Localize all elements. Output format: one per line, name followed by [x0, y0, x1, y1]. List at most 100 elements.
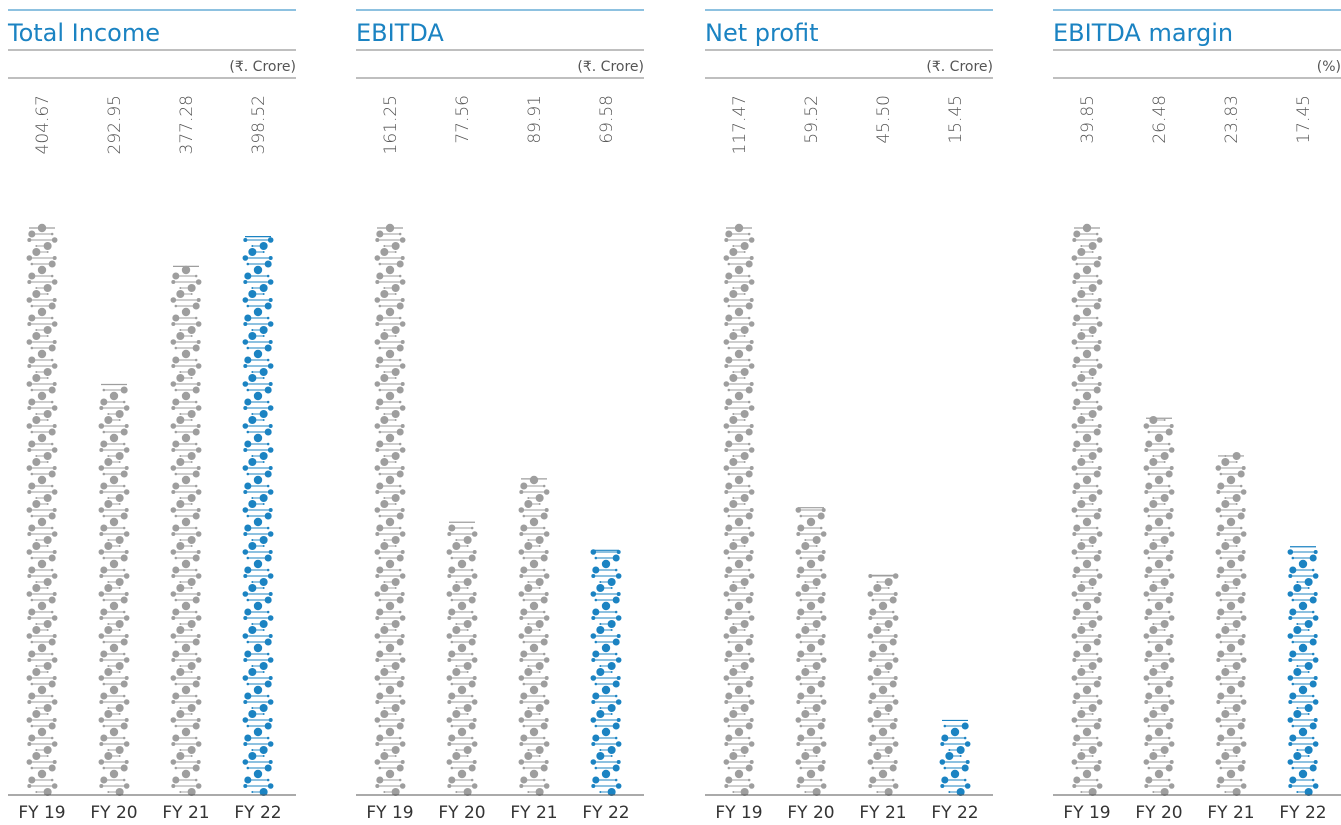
helix-dot — [260, 326, 268, 334]
helix-dot — [1148, 599, 1151, 602]
helix-dot — [1076, 557, 1079, 560]
helix-dot — [796, 717, 802, 723]
helix-dot — [244, 482, 251, 489]
helix-dot — [99, 549, 105, 555]
helix-dot — [1144, 423, 1150, 429]
helix-dot — [269, 424, 273, 428]
helix-dot — [379, 431, 382, 434]
helix-dot — [175, 389, 178, 392]
helix-dot — [265, 680, 272, 687]
helix-dot — [1094, 386, 1101, 393]
helix-dot — [188, 662, 196, 670]
helix-dot — [527, 581, 529, 583]
helix-dot — [872, 641, 875, 644]
helix-dot — [1098, 466, 1102, 470]
helix-dot — [530, 560, 538, 568]
helix-dot — [822, 550, 826, 554]
helix-dot — [1077, 500, 1085, 508]
helix-dot — [267, 443, 270, 446]
helix-dot — [471, 527, 474, 530]
helix-dot — [171, 591, 177, 597]
helix-dot — [35, 581, 37, 583]
helix-dot — [197, 508, 201, 512]
helix-dot — [251, 371, 253, 373]
helix-dot — [1072, 297, 1078, 303]
helix-dot — [1227, 602, 1235, 610]
helix-dot — [176, 374, 184, 382]
helix-dot — [744, 671, 746, 673]
helix-dot — [724, 574, 728, 578]
helix-dot — [27, 633, 33, 639]
helix-dot — [35, 329, 37, 331]
helix-dot — [1292, 641, 1295, 644]
helix-dot — [822, 676, 826, 680]
helix-dot — [121, 470, 128, 477]
helix-dot — [31, 641, 34, 644]
helix-dot — [448, 608, 455, 615]
helix-dot — [724, 700, 728, 704]
helix-dot — [725, 524, 732, 531]
helix-dot — [386, 350, 394, 358]
bar — [940, 720, 971, 796]
helix-dot — [392, 704, 400, 712]
helix-dot — [268, 615, 274, 621]
helix-dot — [386, 644, 394, 652]
helix-dot — [1144, 532, 1148, 536]
helix-dot — [1096, 695, 1099, 698]
helix-dot — [1144, 759, 1150, 765]
helix-dot — [175, 683, 178, 686]
helix-dot — [744, 335, 746, 337]
helix-dot — [724, 465, 730, 471]
helix-dot — [818, 764, 825, 771]
helix-dot — [182, 560, 190, 568]
helix-dot — [592, 734, 599, 741]
helix-dot — [1080, 749, 1082, 751]
helix-dot — [613, 596, 620, 603]
helix-dot — [890, 764, 897, 771]
helix-dot — [816, 587, 818, 589]
helix-dot — [530, 686, 538, 694]
bar — [1072, 224, 1103, 796]
helix-dot — [1296, 791, 1298, 793]
helix-dot — [243, 406, 247, 410]
helix-dot — [400, 237, 406, 243]
helix-dot — [1292, 557, 1295, 560]
helix-dot — [263, 629, 265, 631]
helix-dot — [473, 634, 477, 638]
helix-dot — [172, 440, 179, 447]
helix-dot — [523, 641, 526, 644]
helix-dot — [729, 500, 737, 508]
helix-dot — [469, 596, 476, 603]
helix-dot — [872, 599, 875, 602]
helix-dot — [545, 550, 549, 554]
helix-dot — [741, 578, 749, 586]
helix-dot — [1293, 710, 1301, 718]
helix-dot — [179, 665, 181, 667]
helix-dot — [52, 237, 58, 243]
helix-dot — [179, 539, 181, 541]
helix-dot — [375, 784, 379, 788]
helix-dot — [248, 374, 256, 382]
helix-dot — [801, 542, 809, 550]
helix-dot — [193, 764, 200, 771]
helix-dot — [243, 549, 249, 555]
helix-dot — [243, 381, 249, 387]
helix-dot — [172, 776, 179, 783]
helix-dot — [32, 542, 40, 550]
helix-dot — [1077, 710, 1085, 718]
helix-dot — [375, 507, 381, 513]
helix-dot — [254, 266, 262, 274]
helix-dot — [595, 557, 598, 560]
helix-dot — [796, 591, 802, 597]
helix-dot — [188, 536, 196, 544]
x-tick-label: FY 20 — [1135, 803, 1182, 823]
helix-dot — [888, 587, 890, 589]
helix-dot — [1233, 746, 1241, 754]
helix-dot — [1145, 566, 1152, 573]
helix-dot — [179, 287, 181, 289]
helix-dot — [379, 473, 382, 476]
helix-dot — [1077, 416, 1085, 424]
helix-dot — [728, 725, 731, 728]
helix-dot — [27, 616, 31, 620]
helix-dot — [820, 569, 823, 572]
